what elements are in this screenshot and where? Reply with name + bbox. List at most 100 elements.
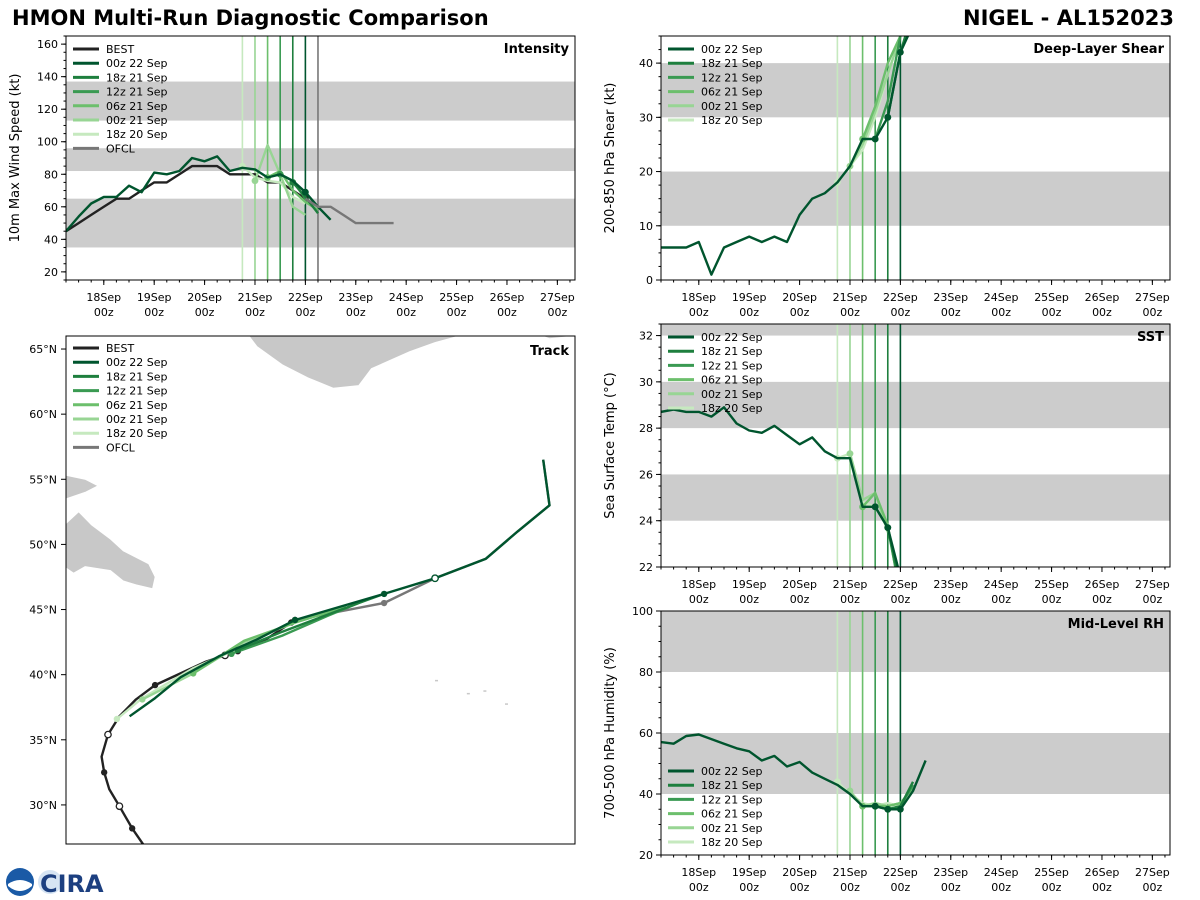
sst-legend-label-06z-21-sep: 06z 21 Sep <box>701 374 763 387</box>
track-legend-label-06z-21-sep: 06z 21 Sep <box>106 399 168 412</box>
track-ytick-label: 60°N <box>29 408 57 421</box>
rh-xtick-day: 22Sep <box>883 866 918 879</box>
shear-legend-label-00z-22-sep: 00z 22 Sep <box>701 43 763 56</box>
sst-panel-title: SST <box>1137 330 1164 345</box>
sst-point-00z-22-sep <box>884 524 892 532</box>
shear-xtick-day: 27Sep <box>1135 291 1170 304</box>
track-point-00z-21-sep <box>139 696 146 703</box>
intensity-series-18z-20-sep <box>241 165 306 205</box>
panel-intensity: 20 40 60 80 100 120 140 160 18Sep 00z 19Sep 00z 20Se… <box>8 35 576 319</box>
track-legend-label-12z-21-sep: 12z 21 Sep <box>106 385 168 398</box>
intensity-ytick-label: 80 <box>44 168 58 181</box>
track-point-00z-22-sep <box>431 574 439 583</box>
shear-xtick-hour: 00z <box>991 306 1011 319</box>
sst-series-00z-21-sep <box>848 453 889 533</box>
intensity-ytick-label: 100 <box>37 136 58 149</box>
land-iceland <box>541 336 575 340</box>
intensity-xtick-day: 22Sep <box>288 291 323 304</box>
shear-xtick-hour: 00z <box>790 306 810 319</box>
rh-xtick-hour: 00z <box>739 881 759 894</box>
rh-legend-label-18z-20-sep: 18z 20 Sep <box>701 836 763 849</box>
track-series-ofcl <box>294 459 551 622</box>
sst-xtick-day: 24Sep <box>984 578 1019 591</box>
intensity-xtick-day: 24Sep <box>389 291 424 304</box>
rh-point-00z-22-sep <box>871 802 879 810</box>
sst-series-00z-22-sep <box>661 406 900 567</box>
track-land <box>66 336 575 705</box>
track-ytick-label: 30°N <box>29 799 57 812</box>
shear-ylabel: 200-850 hPa Shear (kt) <box>603 83 618 234</box>
sst-point-00z-21-sep <box>846 450 854 457</box>
sst-xtick-hour: 00z <box>840 593 860 606</box>
intensity-ytick-label: 160 <box>37 38 58 51</box>
track-point-best <box>151 681 159 689</box>
sst-xtick-day: 26Sep <box>1085 578 1120 591</box>
shear-series-00z-21-sep <box>848 36 902 167</box>
track-series-group <box>100 459 551 844</box>
rh-legend-label-18z-21-sep: 18z 21 Sep <box>701 779 763 792</box>
sst-legend-label-18z-20-sep: 18z 20 Sep <box>701 402 763 415</box>
rh-xtick-hour: 00z <box>1092 881 1112 894</box>
panel-sst: 22 24 26 28 30 32 18Sep 00z 19Sep 00z 20Sep 00z 21Se… <box>603 323 1171 606</box>
shear-xtick-day: 20Sep <box>782 291 817 304</box>
rh-xtick-day: 23Sep <box>933 866 968 879</box>
sst-ytick-label: 22 <box>639 561 653 574</box>
intensity-xtick-hour: 00z <box>195 306 215 319</box>
rh-ytick-label: 80 <box>639 666 653 679</box>
sst-ytick-label: 24 <box>639 515 653 528</box>
intensity-legend-label-12z-21-sep: 12z 21 Sep <box>106 86 168 99</box>
intensity-legend-label-best: BEST <box>106 43 134 56</box>
panel-shear: 0 10 20 30 40 18Sep 00z 19Sep 00z 20Sep 00z 21Sep 00… <box>603 35 1171 319</box>
intensity-legend-label-18z-21-sep: 18z 21 Sep <box>106 71 168 84</box>
rh-xtick-hour: 00z <box>1042 881 1062 894</box>
sst-legend-label-18z-21-sep: 18z 21 Sep <box>701 345 763 358</box>
rh-series-group <box>661 733 927 813</box>
intensity-series-06z-21-sep <box>267 169 319 212</box>
rh-xtick-day: 19Sep <box>732 866 767 879</box>
rh-ytick-label: 100 <box>632 605 653 618</box>
track-ytick-label: 35°N <box>29 734 57 747</box>
intensity-xtick-day: 20Sep <box>187 291 222 304</box>
track-point-ofcl <box>380 599 388 607</box>
shear-legend-label-00z-21-sep: 00z 21 Sep <box>701 100 763 113</box>
shear-xtick-day: 23Sep <box>933 291 968 304</box>
intensity-xtick-hour: 00z <box>396 306 416 319</box>
cira-logo-text: CIRA <box>40 870 104 898</box>
intensity-ytick-label: 40 <box>44 233 58 246</box>
track-legend-label-18z-21-sep: 18z 21 Sep <box>106 370 168 383</box>
intensity-xtick-day: 21Sep <box>238 291 273 304</box>
track-point-best <box>128 825 136 832</box>
sst-xtick-hour: 00z <box>1092 593 1112 606</box>
sst-ylabel: Sea Surface Temp (°C) <box>603 372 618 519</box>
land-island <box>483 690 487 692</box>
panel-rh: 20 40 60 80 100 18Sep 00z 19Sep 00z 20Sep 00z 21Sep… <box>603 605 1171 894</box>
figure-title: HMON Multi-Run Diagnostic Comparison <box>12 6 489 30</box>
land-island <box>505 703 509 705</box>
intensity-xtick-hour: 00z <box>547 306 567 319</box>
rh-legend-label-12z-21-sep: 12z 21 Sep <box>701 793 763 806</box>
track-series-18z-21-sep <box>237 592 385 652</box>
rh-xtick-hour: 00z <box>790 881 810 894</box>
track-series-best <box>100 619 296 844</box>
track-legend-label-ofcl: OFCL <box>106 441 136 454</box>
intensity-point-00z-22-sep <box>301 188 309 196</box>
intensity-xtick-hour: 00z <box>245 306 265 319</box>
track-point-best <box>100 769 108 776</box>
sst-point-00z-22-sep <box>871 503 879 511</box>
rh-xtick-hour: 00z <box>840 881 860 894</box>
intensity-series-group <box>66 143 394 233</box>
intensity-ytick-label: 20 <box>44 266 58 279</box>
sst-xtick-day: 19Sep <box>732 578 767 591</box>
track-ytick-label: 45°N <box>29 604 57 617</box>
rh-xtick-day: 21Sep <box>833 866 868 879</box>
track-ytick-label: 40°N <box>29 669 57 682</box>
track-ytick-label: 55°N <box>29 473 57 486</box>
intensity-ytick-label: 60 <box>44 201 58 214</box>
shear-xtick-day: 18Sep <box>681 291 716 304</box>
track-panel-title: Track <box>530 344 569 359</box>
intensity-series-00z-22-sep <box>66 155 332 232</box>
shear-xtick-day: 21Sep <box>833 291 868 304</box>
rh-band-1 <box>661 611 1170 672</box>
cira-logo: CIRA <box>6 868 104 898</box>
shear-ytick-label: 20 <box>639 166 653 179</box>
